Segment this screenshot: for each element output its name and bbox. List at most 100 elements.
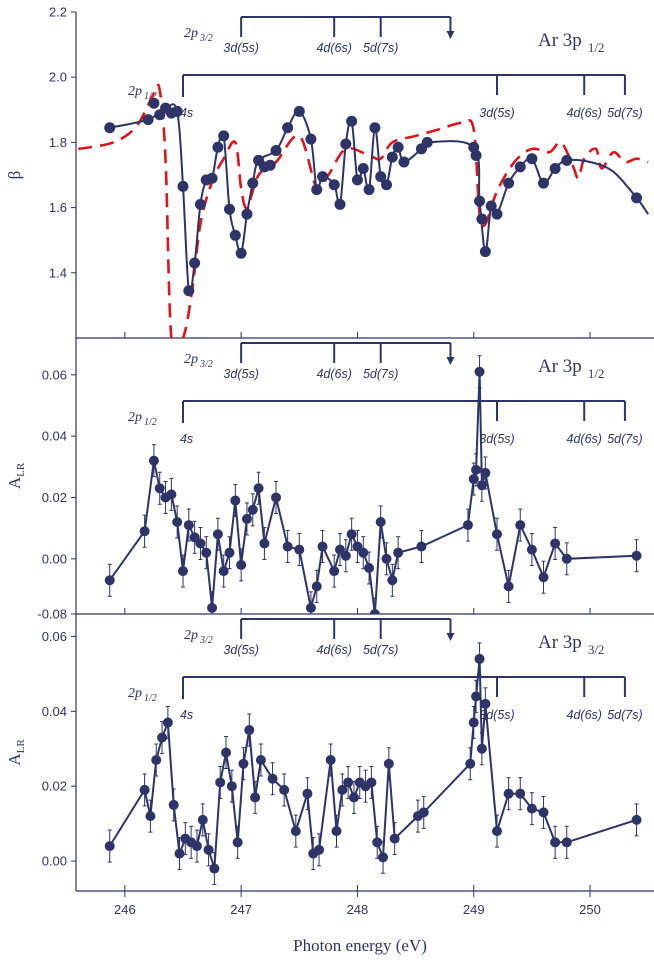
plot-area (104, 642, 642, 886)
y-tick-label: 0.02 (42, 490, 67, 505)
data-point (183, 520, 194, 531)
series-label-2p32: 2p 3/2 (184, 628, 213, 646)
x-axis: 246 247 248 249 250 (114, 891, 601, 917)
y-tick-label: 2.0 (49, 70, 67, 85)
series-label-2p12: 2p 1/2 (128, 686, 157, 704)
data-point (139, 526, 150, 537)
y-tick-label: 1.6 (49, 200, 67, 215)
data-point (538, 177, 550, 189)
data-point (366, 777, 377, 788)
data-point (479, 246, 491, 258)
data-point (387, 575, 398, 586)
data-point (416, 541, 427, 552)
y-axis-label: ALR (5, 739, 27, 766)
data-point (203, 844, 214, 855)
theory-curve (78, 83, 649, 338)
data-point (474, 653, 485, 664)
data-point (491, 208, 503, 220)
data-point (480, 698, 491, 709)
data-point (334, 198, 346, 210)
data-point (561, 837, 572, 848)
resonance-label-upper: 3d(5s) (223, 41, 258, 55)
resonance-label-upper: 4d(6s) (316, 643, 351, 657)
data-point (148, 97, 160, 109)
data-point (515, 788, 526, 799)
data-point (183, 285, 195, 297)
data-point (418, 807, 429, 818)
data-point (357, 162, 369, 174)
data-point (311, 184, 323, 196)
y-tick-label: 0.06 (42, 367, 67, 382)
data-point (363, 184, 375, 196)
data-point (189, 257, 201, 269)
resonance-label-lower: 4d(6s) (567, 432, 602, 446)
data-point (215, 777, 226, 788)
alr-3p32-panel: 0.00 0.02 0.04 0.06 ALR Ar 3p 3/2 3d(5s) 4d(6s) 5… (5, 614, 654, 892)
data-point (139, 784, 150, 795)
data-point (305, 602, 316, 613)
series-limit-arrow-icon (446, 31, 455, 39)
panel-title-subscript: 3/2 (588, 642, 605, 657)
data-point (235, 247, 247, 259)
data-point (104, 122, 116, 134)
series-label-subscript: 3/2 (199, 635, 213, 646)
data-point (538, 572, 549, 583)
series-label-2p12: 2p 1/2 (128, 410, 157, 428)
resonance-label-4s: 4s (180, 106, 193, 120)
data-point (317, 171, 329, 183)
data-point (247, 504, 258, 515)
data-point (206, 172, 218, 184)
resonance-label-4s: 4s (180, 708, 193, 722)
resonance-label-lower: 4d(6s) (567, 708, 602, 722)
panel-title: Ar 3p 1/2 (538, 30, 604, 55)
data-point (224, 547, 235, 558)
resonance-label-upper: 4d(6s) (316, 367, 351, 381)
panel-title: Ar 3p 3/2 (538, 632, 604, 657)
data-point (148, 455, 159, 466)
data-point (241, 208, 253, 220)
y-tick-label: 2.2 (49, 5, 67, 20)
x-tick-label: 249 (463, 902, 485, 917)
resonance-label-lower: 3d(5s) (479, 106, 514, 120)
data-point (241, 513, 252, 524)
data-point (375, 171, 387, 183)
data-point (142, 114, 154, 126)
x-tick-label: 246 (114, 902, 136, 917)
data-point (526, 153, 538, 165)
data-point (264, 159, 276, 171)
data-point (476, 480, 487, 491)
data-point (328, 179, 340, 191)
data-point (503, 177, 515, 189)
data-point (177, 566, 188, 577)
data-point (293, 105, 305, 117)
data-point (177, 180, 189, 192)
data-point (369, 609, 380, 614)
data-point (271, 492, 282, 503)
data-point (282, 541, 293, 552)
panel-title-subscript: 1/2 (588, 366, 605, 381)
data-point (474, 366, 485, 377)
data-point (468, 474, 479, 485)
data-point (468, 717, 479, 728)
data-point (491, 826, 502, 837)
data-point (471, 464, 482, 475)
data-point (194, 198, 206, 210)
beta-panel: 1.4 1.6 1.8 2.0 2.2 β Ar 3p 1/2 3d(5s) 4d(6s) 5d(7… (5, 5, 654, 339)
series-label-subscript: 1/2 (144, 417, 157, 428)
y-axis-label-subscript: LR (15, 462, 27, 477)
series-label-subscript: 1/2 (144, 693, 157, 704)
data-point (470, 149, 482, 161)
series-label-subscript: 3/2 (199, 359, 213, 370)
y-tick-label: 0.00 (42, 854, 67, 869)
y-tick-label: 0.00 (42, 551, 67, 566)
data-point (171, 105, 183, 117)
data-point (166, 489, 177, 500)
data-point (631, 192, 643, 204)
data-point (212, 529, 223, 540)
data-point (151, 754, 162, 765)
data-point (157, 732, 168, 743)
plot-area (78, 83, 650, 338)
data-point (244, 725, 255, 736)
y-axis-label: β (5, 171, 24, 180)
